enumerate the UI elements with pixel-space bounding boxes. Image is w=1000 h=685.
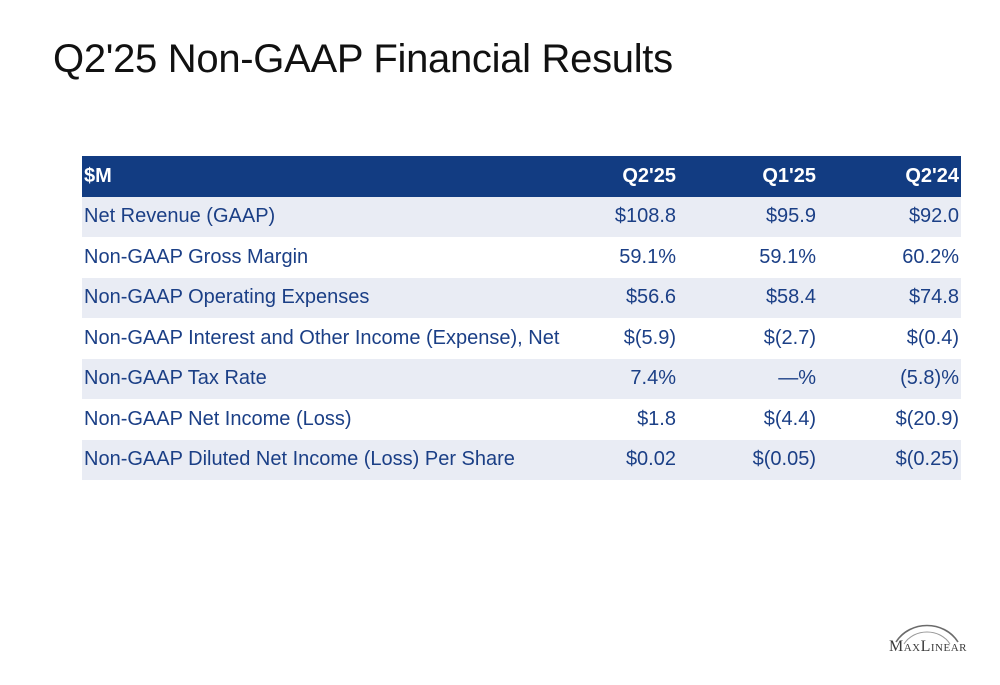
table-row: Net Revenue (GAAP) $108.8 $95.9 $92.0: [82, 196, 961, 237]
cell-q2-25: 7.4%: [630, 367, 676, 390]
table-row: Non-GAAP Operating Expenses $56.6 $58.4 …: [82, 277, 961, 318]
cell-q2-24: $(0.4): [906, 326, 959, 349]
row-label: Non-GAAP Tax Rate: [84, 367, 267, 390]
row-label: Non-GAAP Diluted Net Income (Loss) Per S…: [84, 448, 515, 471]
cell-q2-25: 59.1%: [619, 245, 676, 268]
row-label: Non-GAAP Operating Expenses: [84, 286, 370, 309]
row-label: Non-GAAP Net Income (Loss): [84, 407, 352, 430]
table-header-row: $M Q2'25 Q1'25 Q2'24: [82, 156, 961, 197]
row-label: Non-GAAP Gross Margin: [84, 245, 309, 268]
header-q2-24: Q2'24: [905, 164, 959, 187]
slide-title: Q2'25 Non-GAAP Financial Results: [53, 37, 673, 81]
table-row: Non-GAAP Net Income (Loss) $1.8 $(4.4) $…: [82, 399, 961, 440]
logo-wordmark: MaxLinear: [889, 638, 967, 655]
header-q2-25: Q2'25: [622, 164, 676, 187]
cell-q2-24: $74.8: [908, 286, 959, 309]
cell-q2-25: $56.6: [625, 286, 676, 309]
row-label: Non-GAAP Interest and Other Income (Expe…: [84, 326, 560, 349]
cell-q1-25: $95.9: [765, 205, 816, 228]
table-row: Non-GAAP Interest and Other Income (Expe…: [82, 318, 961, 359]
cell-q2-24: $(20.9): [895, 407, 959, 430]
table-row: Non-GAAP Tax Rate 7.4% —% (5.8)%: [82, 358, 961, 399]
cell-q1-25: $(0.05): [752, 448, 816, 471]
cell-q2-25: $(5.9): [623, 326, 676, 349]
cell-q1-25: —%: [778, 367, 816, 390]
cell-q2-25: $0.02: [625, 448, 676, 471]
cell-q2-24: (5.8)%: [900, 367, 959, 390]
logo-swoosh-icon: [895, 624, 959, 645]
cell-q2-25: $1.8: [637, 407, 676, 430]
maxlinear-logo: MaxLinear: [886, 618, 990, 674]
header-q1-25: Q1'25: [762, 164, 816, 187]
table-row: Non-GAAP Gross Margin 59.1% 59.1% 60.2%: [82, 237, 961, 278]
cell-q1-25: 59.1%: [759, 245, 816, 268]
cell-q1-25: $(4.4): [763, 407, 816, 430]
financial-results-table: $M Q2'25 Q1'25 Q2'24 Net Revenue (GAAP) …: [82, 156, 961, 480]
cell-q2-24: 60.2%: [902, 245, 959, 268]
cell-q1-25: $(2.7): [763, 326, 816, 349]
cell-q2-24: $(0.25): [895, 448, 959, 471]
cell-q2-24: $92.0: [908, 205, 959, 228]
row-label: Net Revenue (GAAP): [84, 205, 276, 228]
cell-q2-25: $108.8: [614, 205, 676, 228]
header-units: $M: [84, 164, 112, 187]
table-row: Non-GAAP Diluted Net Income (Loss) Per S…: [82, 439, 961, 480]
cell-q1-25: $58.4: [765, 286, 816, 309]
